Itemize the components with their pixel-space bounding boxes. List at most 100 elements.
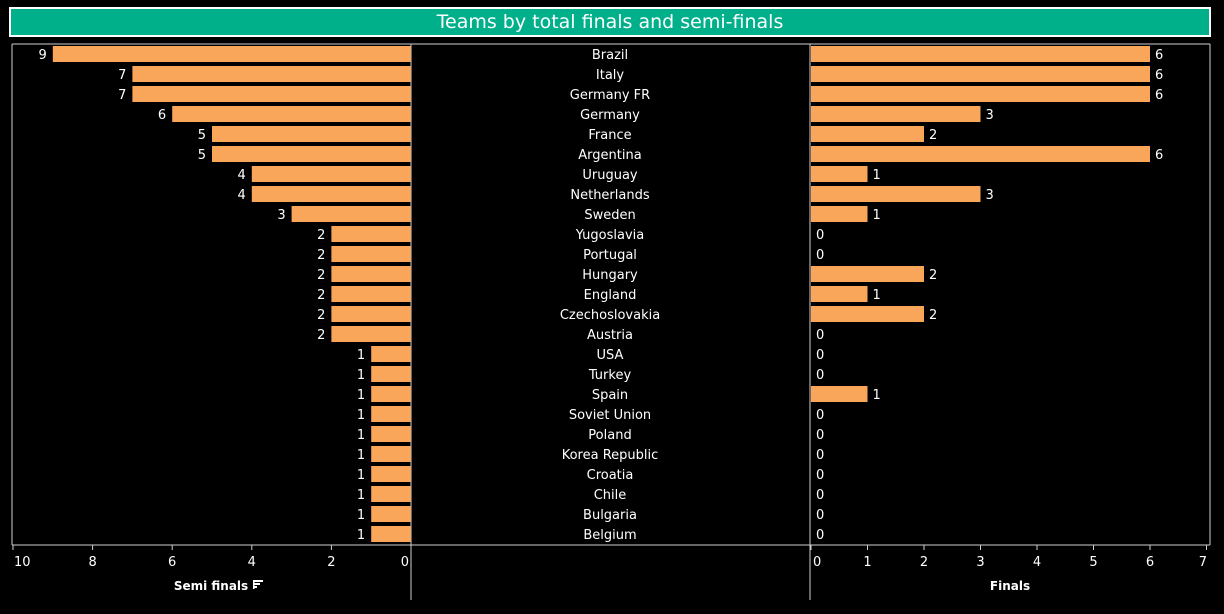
- semi-final-value-label: 5: [198, 148, 206, 163]
- final-value-label: 0: [816, 328, 824, 343]
- final-bar: [811, 66, 1150, 82]
- semi-final-bar: [251, 166, 411, 182]
- semi-final-bar: [331, 306, 411, 322]
- final-bar: [811, 286, 868, 302]
- semi-final-value-label: 1: [357, 388, 365, 403]
- semi-axis-tick-label: 4: [248, 555, 256, 570]
- team-label: France: [588, 128, 631, 143]
- semi-final-bar: [331, 226, 411, 242]
- semi-final-bar: [212, 146, 411, 162]
- finals-axis-tick-label: 7: [1199, 555, 1207, 570]
- semi-final-value-label: 1: [357, 408, 365, 423]
- team-label: Croatia: [587, 468, 634, 483]
- final-bar: [811, 266, 924, 282]
- semi-axis-tick-label: 8: [88, 555, 96, 570]
- semi-axis-title: Semi finals: [174, 579, 248, 593]
- team-label: Korea Republic: [562, 448, 659, 463]
- team-label: Netherlands: [570, 188, 649, 203]
- team-label: Germany FR: [570, 88, 650, 103]
- final-value-label: 0: [816, 428, 824, 443]
- sort-descending-icon[interactable]: [253, 580, 263, 589]
- team-label: Spain: [592, 388, 628, 403]
- semi-final-value-label: 5: [198, 128, 206, 143]
- semi-final-bar: [132, 86, 411, 102]
- semi-final-bar: [212, 126, 411, 142]
- semi-final-bar: [331, 246, 411, 262]
- semi-final-bar: [371, 386, 411, 402]
- team-label: Argentina: [578, 148, 641, 163]
- semi-final-bar: [371, 346, 411, 362]
- final-bar: [811, 86, 1150, 102]
- final-bar: [811, 206, 868, 222]
- final-bar: [811, 46, 1150, 62]
- semi-final-value-label: 2: [317, 268, 325, 283]
- semi-final-bar: [371, 446, 411, 462]
- final-value-label: 0: [816, 528, 824, 543]
- semi-axis-tick-label: 10: [14, 555, 31, 570]
- finals-axis-title: Finals: [990, 579, 1030, 593]
- semi-final-bar: [52, 46, 412, 62]
- semi-final-bar: [371, 426, 411, 442]
- team-label: USA: [597, 348, 624, 363]
- finals-axis-tick-label: 2: [920, 555, 928, 570]
- final-value-label: 3: [986, 188, 994, 203]
- semi-final-bar: [291, 206, 411, 222]
- semi-final-value-label: 9: [39, 48, 47, 63]
- semi-final-value-label: 2: [317, 328, 325, 343]
- semi-final-bar: [251, 186, 411, 202]
- semi-final-bar: [371, 506, 411, 522]
- final-bar: [811, 166, 868, 182]
- team-label: Germany: [580, 108, 640, 123]
- final-value-label: 6: [1155, 148, 1163, 163]
- final-value-label: 2: [929, 128, 937, 143]
- final-value-label: 6: [1155, 48, 1163, 63]
- semi-final-value-label: 2: [317, 228, 325, 243]
- semi-axis-tick-label: 0: [401, 555, 409, 570]
- final-value-label: 6: [1155, 68, 1163, 83]
- semi-final-value-label: 2: [317, 308, 325, 323]
- final-value-label: 0: [816, 468, 824, 483]
- team-label: Hungary: [582, 268, 638, 283]
- semi-final-bar: [331, 326, 411, 342]
- semi-final-value-label: 7: [118, 68, 126, 83]
- finals-axis-tick-label: 5: [1089, 555, 1097, 570]
- team-label: Yugoslavia: [575, 228, 645, 243]
- final-bar: [811, 386, 868, 402]
- chart-title: Teams by total finals and semi-finals: [436, 11, 784, 33]
- final-value-label: 0: [816, 488, 824, 503]
- finals-axis-tick-label: 1: [863, 555, 871, 570]
- team-label: Austria: [587, 328, 633, 343]
- final-value-label: 0: [816, 408, 824, 423]
- final-value-label: 6: [1155, 88, 1163, 103]
- final-value-label: 1: [873, 208, 881, 223]
- team-label: Poland: [588, 428, 631, 443]
- team-label: Portugal: [583, 248, 637, 263]
- team-label: Soviet Union: [569, 408, 651, 423]
- semi-final-value-label: 6: [158, 108, 166, 123]
- semi-final-value-label: 1: [357, 428, 365, 443]
- team-label: Sweden: [584, 208, 635, 223]
- team-label: Chile: [594, 488, 627, 503]
- semi-final-bar: [331, 266, 411, 282]
- final-bar: [811, 126, 924, 142]
- team-label: Bulgaria: [583, 508, 637, 523]
- chart-title-bar: Teams by total finals and semi-finals: [9, 7, 1211, 37]
- final-value-label: 0: [816, 368, 824, 383]
- final-value-label: 1: [873, 288, 881, 303]
- final-value-label: 2: [929, 308, 937, 323]
- semi-final-bar: [371, 486, 411, 502]
- semi-final-value-label: 1: [357, 468, 365, 483]
- semi-final-bar: [132, 66, 411, 82]
- semi-final-bar: [371, 526, 411, 542]
- team-label: Uruguay: [582, 168, 638, 183]
- team-label: Turkey: [588, 368, 632, 383]
- semi-axis-tick-label: 2: [327, 555, 335, 570]
- semi-final-value-label: 1: [357, 528, 365, 543]
- team-label: Italy: [596, 68, 625, 83]
- final-bar: [811, 146, 1150, 162]
- final-bar: [811, 186, 981, 202]
- semi-final-value-label: 4: [238, 168, 246, 183]
- semi-final-value-label: 1: [357, 348, 365, 363]
